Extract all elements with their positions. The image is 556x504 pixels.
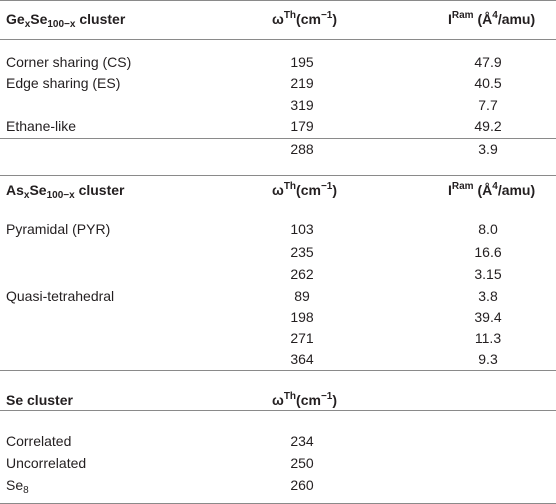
omega-value: 262 [290, 266, 314, 282]
intensity-value: 47.9 [474, 54, 502, 70]
section-title-asxse: AsxSe100−x cluster [6, 182, 125, 201]
omega-value: 179 [290, 118, 314, 134]
omega-value: 250 [290, 455, 314, 471]
row-label: Se8 [6, 477, 29, 496]
row-label: Ethane-like [6, 118, 77, 134]
intensity-value: 49.2 [474, 118, 502, 134]
row-label: Uncorrelated [6, 455, 87, 471]
section-title-se: Se cluster [6, 392, 73, 408]
omega-value: 271 [290, 330, 314, 346]
column-header-omega: ωTh(cm−1) [272, 10, 338, 28]
row-label: Correlated [6, 433, 72, 449]
intensity-value: 3.8 [478, 288, 498, 304]
column-header-intensity: IRam (Å4/amu) [448, 181, 536, 199]
row-label: Quasi-tetrahedral [6, 288, 115, 304]
omega-value: 219 [290, 75, 314, 91]
intensity-value: 3.9 [478, 141, 498, 157]
row-label: Edge sharing (ES) [6, 75, 121, 91]
row-label: Corner sharing (CS) [6, 54, 132, 70]
intensity-value: 7.7 [478, 97, 498, 113]
column-header-intensity: IRam (Å4/amu) [448, 10, 536, 28]
omega-value: 364 [290, 351, 314, 367]
omega-value: 89 [294, 288, 310, 304]
omega-value: 319 [290, 97, 314, 113]
intensity-value: 16.6 [474, 244, 502, 260]
row-label: Pyramidal (PYR) [6, 221, 111, 237]
section-divider [0, 370, 556, 371]
table-top-rule [0, 0, 556, 1]
intensity-value: 40.5 [474, 75, 502, 91]
omega-value: 195 [290, 54, 314, 70]
omega-value: 260 [290, 477, 314, 493]
column-header-omega: ωTh(cm−1) [272, 181, 338, 199]
section-title-gexse: GexSe100−x cluster [6, 11, 126, 30]
intensity-value: 3.15 [474, 266, 502, 282]
omega-value: 235 [290, 244, 314, 260]
section-header-rule [0, 175, 556, 176]
intensity-value: 39.4 [474, 309, 502, 325]
intensity-value: 9.3 [478, 351, 498, 367]
column-header-omega: ωTh(cm−1) [272, 391, 338, 409]
omega-value: 234 [290, 433, 314, 449]
section-divider [0, 138, 556, 139]
omega-value: 288 [290, 141, 314, 157]
section-header-rule [0, 39, 556, 40]
intensity-value: 8.0 [478, 221, 498, 237]
omega-value: 103 [290, 221, 314, 237]
section-header-rule [0, 410, 556, 411]
intensity-value: 11.3 [474, 330, 502, 346]
omega-value: 198 [290, 309, 314, 325]
